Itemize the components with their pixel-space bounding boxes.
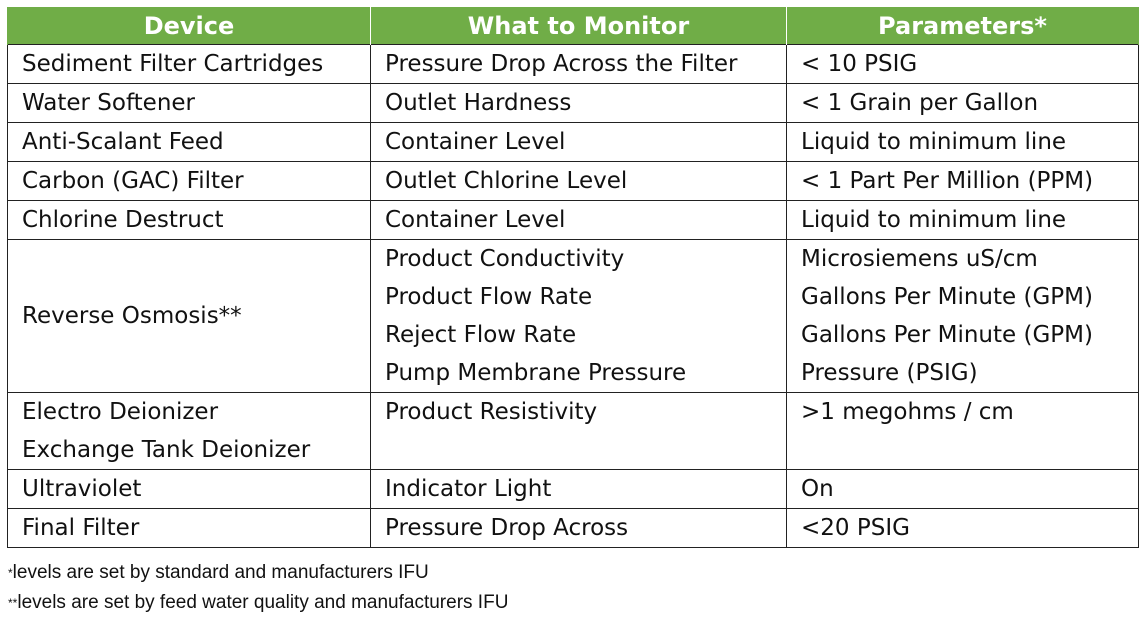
device-cell: Carbon (GAC) Filter [7,161,371,201]
header-parameters: Parameters* [786,7,1139,45]
parameter-line: >1 megohms / cm [801,399,1014,425]
header-device: Device [7,7,371,45]
table-row: Sediment Filter Cartridges Pressure Drop… [7,44,1139,84]
monitor-cell: Pressure Drop Across the Filter [370,44,787,84]
device-line: Electro Deionizer [22,399,219,425]
footnote: *levels are set by standard and manufact… [8,558,508,588]
device-cell: Reverse Osmosis** [7,239,371,393]
table-row: Chlorine Destruct Container Level Liquid… [7,200,1139,240]
parameter-cell: < 1 Part Per Million (PPM) [786,161,1139,201]
parameter-cell: < 1 Grain per Gallon [786,83,1139,123]
device-cell: Anti-Scalant Feed [7,122,371,162]
monitor-cell: Outlet Chlorine Level [370,161,787,201]
monitoring-table-container: Device What to Monitor Parameters* Sedim… [7,7,1139,548]
table-row: Final Filter Pressure Drop Across <20 PS… [7,508,1139,548]
header-row: Device What to Monitor Parameters* [7,7,1139,45]
parameter-cell: < 10 PSIG [786,44,1139,84]
parameter-cell: Liquid to minimum line [786,122,1139,162]
parameter-cell: >1 megohms / cm [786,392,1139,470]
device-cell: Water Softener [7,83,371,123]
parameter-line: Gallons Per Minute (GPM) [801,284,1093,310]
parameter-line: Microsiemens uS/cm [801,246,1038,272]
table-row: Ultraviolet Indicator Light On [7,469,1139,509]
device-cell: Sediment Filter Cartridges [7,44,371,84]
monitor-line: Pump Membrane Pressure [385,360,687,386]
device-cell: Ultraviolet [7,469,371,509]
footnote-mark: * [8,566,13,580]
table-row-reverse-osmosis: Reverse Osmosis** Product Conductivity P… [7,239,1139,393]
table-row-deionizer: Electro Deionizer Exchange Tank Deionize… [7,392,1139,470]
monitor-line: Product Resistivity [385,399,598,425]
monitor-cell: Product Resistivity [370,392,787,470]
footnotes: *levels are set by standard and manufact… [8,558,508,618]
table-row: Water Softener Outlet Hardness < 1 Grain… [7,83,1139,123]
device-cell: Final Filter [7,508,371,548]
monitor-cell: Container Level [370,122,787,162]
monitor-line: Product Conductivity [385,246,625,272]
monitor-cell: Outlet Hardness [370,83,787,123]
table-row: Carbon (GAC) Filter Outlet Chlorine Leve… [7,161,1139,201]
parameter-line: Gallons Per Minute (GPM) [801,322,1093,348]
parameter-cell: <20 PSIG [786,508,1139,548]
monitoring-table: Device What to Monitor Parameters* Sedim… [7,7,1139,548]
parameter-line: Pressure (PSIG) [801,360,978,386]
footnote-text: levels are set by feed water quality and… [17,592,509,613]
footnote-text: levels are set by standard and manufactu… [12,562,429,583]
device-line: Exchange Tank Deionizer [22,437,311,463]
parameter-cell: On [786,469,1139,509]
device-cell: Chlorine Destruct [7,200,371,240]
monitor-cell: Pressure Drop Across [370,508,787,548]
table-row: Anti-Scalant Feed Container Level Liquid… [7,122,1139,162]
monitor-cell: Indicator Light [370,469,787,509]
parameter-cell-multi: Microsiemens uS/cm Gallons Per Minute (G… [786,239,1139,393]
monitor-cell-multi: Product Conductivity Product Flow Rate R… [370,239,787,393]
monitor-line: Product Flow Rate [385,284,593,310]
header-what-to-monitor: What to Monitor [370,7,787,45]
parameter-cell: Liquid to minimum line [786,200,1139,240]
footnote: **levels are set by feed water quality a… [8,588,508,618]
monitor-cell: Container Level [370,200,787,240]
monitor-line: Reject Flow Rate [385,322,577,348]
device-cell-multi: Electro Deionizer Exchange Tank Deionize… [7,392,371,470]
footnote-mark: ** [8,596,18,610]
